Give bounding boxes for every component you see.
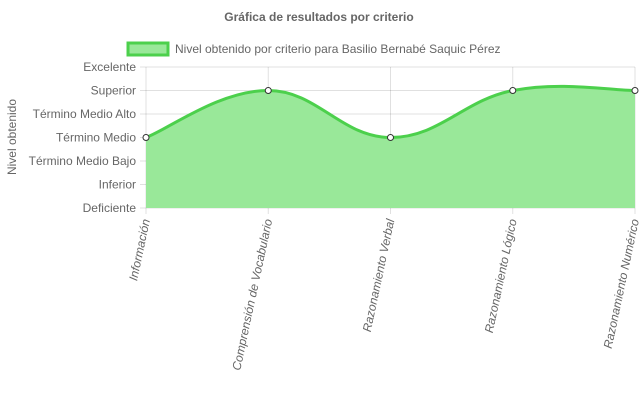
y-tick-label: Término Medio: [56, 131, 136, 145]
data-point[interactable]: [264, 87, 272, 94]
x-tick-label: Razonamiento Lógico: [482, 217, 520, 334]
legend-swatch: [126, 41, 170, 57]
y-tick-label: Deficiente: [83, 201, 137, 215]
y-tick-label: Término Medio Bajo: [29, 154, 137, 168]
x-tick-label: Información: [126, 217, 153, 282]
x-tick-labels: Información Comprensión de Vocabulario Raz…: [126, 217, 639, 371]
legend[interactable]: Nivel obtenido por criterio para Basilio…: [126, 41, 501, 57]
y-tick-labels: Deficiente Inferior Término Medio Bajo Térm…: [29, 60, 137, 215]
chart-title: Gráfica de resultados por criterio: [224, 10, 413, 24]
data-points: [142, 87, 639, 141]
area-fill: [146, 86, 635, 208]
data-point[interactable]: [509, 87, 517, 94]
data-point[interactable]: [142, 134, 150, 141]
y-axis-label: Nivel obtenido: [5, 99, 19, 175]
x-tick-label: Razonamiento Verbal: [360, 217, 398, 333]
y-tick-label: Inferior: [99, 178, 136, 192]
x-tick-label: Razonamiento Numérico: [601, 217, 639, 349]
legend-label: Nivel obtenido por criterio para Basilio…: [175, 42, 501, 56]
y-tick-label: Superior: [91, 84, 136, 98]
y-tick-label: Excelente: [83, 60, 136, 74]
data-point[interactable]: [387, 134, 394, 141]
data-point[interactable]: [631, 87, 639, 94]
y-tick-label: Término Medio Alto: [33, 107, 137, 121]
x-tick-label: Comprensión de Vocabulario: [229, 217, 275, 371]
